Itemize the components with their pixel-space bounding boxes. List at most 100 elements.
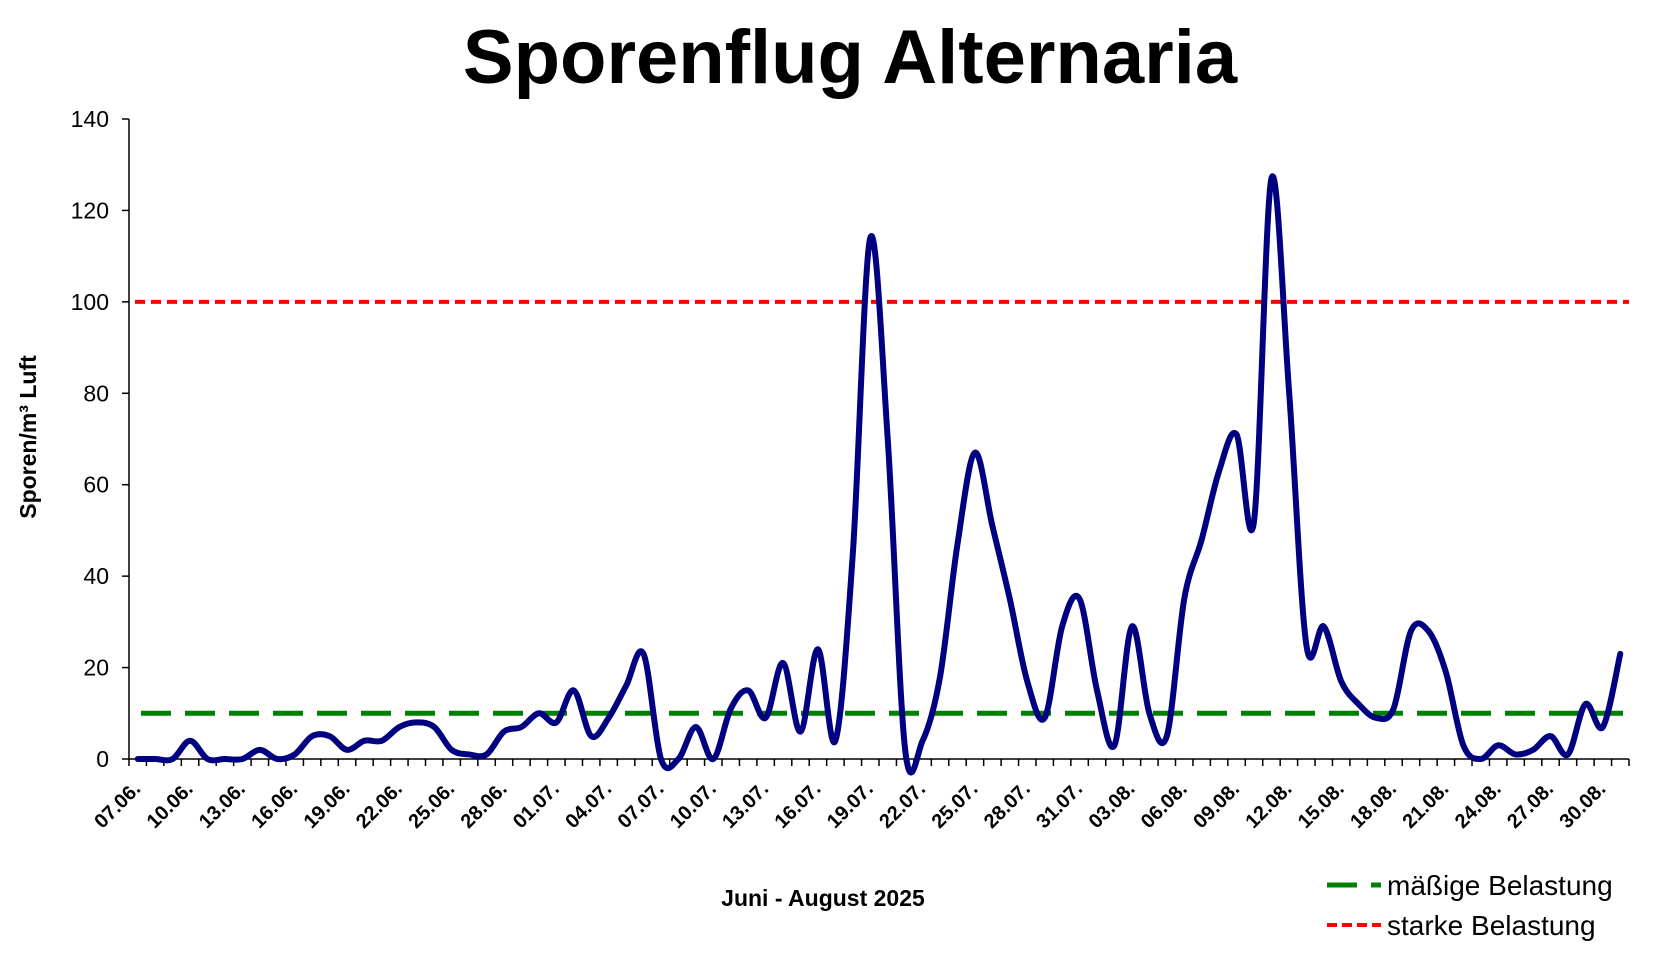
y-axis-title: Sporen/m³ Luft <box>15 355 41 519</box>
data-point-23.07 <box>938 675 942 679</box>
data-point-30.06 <box>537 711 541 715</box>
data-point-21.06 <box>380 739 384 743</box>
x-tick-label: 15.08. <box>1294 778 1349 833</box>
data-point-28.08 <box>1566 752 1570 756</box>
data-point-11.07 <box>729 707 733 711</box>
x-tick-label: 12.08. <box>1242 778 1297 833</box>
x-tick-label: 07.07. <box>614 778 669 833</box>
data-point-13.08 <box>1304 643 1308 647</box>
data-point-13.06 <box>240 757 244 761</box>
data-point-27.08 <box>1549 734 1553 738</box>
x-tick-label: 25.07. <box>928 778 983 833</box>
x-tick-label: 13.07. <box>718 778 773 833</box>
data-point-08.06 <box>153 757 157 761</box>
x-tick-label: 07.06. <box>90 778 145 833</box>
data-point-11.08 <box>1269 176 1273 180</box>
x-tick-label: 25.06. <box>404 778 459 833</box>
data-point-31.07 <box>1078 597 1082 601</box>
data-point-07.07 <box>659 757 663 761</box>
data-point-30.08 <box>1601 725 1605 729</box>
data-point-14.06 <box>258 748 262 752</box>
y-tick-label: 100 <box>71 289 109 315</box>
data-point-25.06 <box>450 748 454 752</box>
data-point-04.08 <box>1147 711 1151 715</box>
data-point-17.07 <box>833 739 837 743</box>
data-point-29.07 <box>1043 716 1047 720</box>
data-point-18.08 <box>1392 707 1396 711</box>
data-point-20.08 <box>1426 629 1430 633</box>
legend-label-strong: starke Belastung <box>1387 910 1596 941</box>
y-tick-label: 140 <box>71 106 109 132</box>
data-point-26.08 <box>1531 748 1535 752</box>
data-point-10.07 <box>711 757 715 761</box>
data-point-24.06 <box>432 725 436 729</box>
x-tick-label: 21.08. <box>1399 778 1454 833</box>
data-point-05.08 <box>1165 734 1169 738</box>
data-point-05.07 <box>624 684 628 688</box>
series-line-alternaria <box>134 173 1624 776</box>
data-point-30.07 <box>1060 624 1064 628</box>
data-point-22.08 <box>1461 743 1465 747</box>
x-tick-label: 24.08. <box>1451 778 1506 833</box>
x-tick-label: 22.06. <box>352 778 407 833</box>
data-point-12.06 <box>223 757 227 761</box>
data-point-27.07 <box>1008 597 1012 601</box>
data-point-24.07 <box>955 542 959 546</box>
data-point-24.08 <box>1496 743 1500 747</box>
y-axis-ticks: 0 20 40 60 80 100 120 140 <box>71 106 129 772</box>
x-tick-label: 09.08. <box>1189 778 1244 833</box>
data-point-09.08 <box>1235 432 1239 436</box>
x-tick-label: 27.08. <box>1503 778 1558 833</box>
x-tick-label: 10.06. <box>143 778 198 833</box>
data-point-26.07 <box>990 524 994 528</box>
data-point-14.07 <box>781 661 785 665</box>
legend: mäßige Belastung starke Belastung <box>1327 870 1613 941</box>
data-point-22.06 <box>397 725 401 729</box>
data-point-20.06 <box>362 739 366 743</box>
data-point-15.06 <box>275 757 279 761</box>
data-point-09.06 <box>171 757 175 761</box>
x-tick-label: 28.07. <box>980 778 1035 833</box>
x-tick-label: 16.06. <box>247 778 302 833</box>
x-axis-ticks: 07.06.10.06.13.06.16.06.19.06.22.06.25.0… <box>90 759 1630 833</box>
data-point-09.07 <box>694 725 698 729</box>
data-point-07.08 <box>1200 538 1204 542</box>
x-tick-label: 19.06. <box>300 778 355 833</box>
x-tick-label: 03.08. <box>1085 778 1140 833</box>
x-axis-title: Juni - August 2025 <box>721 885 925 911</box>
data-point-29.06 <box>519 725 523 729</box>
x-tick-label: 01.07. <box>509 778 564 833</box>
data-point-22.07 <box>921 739 925 743</box>
data-point-28.06 <box>502 730 506 734</box>
data-point-26.06 <box>467 752 471 756</box>
data-point-19.06 <box>345 748 349 752</box>
x-tick-label: 18.08. <box>1346 778 1401 833</box>
data-point-31.08 <box>1618 652 1622 656</box>
data-point-17.08 <box>1374 716 1378 720</box>
data-point-11.06 <box>205 757 209 761</box>
data-point-10.06 <box>188 739 192 743</box>
data-point-28.07 <box>1025 679 1029 683</box>
data-point-18.06 <box>328 734 332 738</box>
threshold-lines <box>135 299 1629 716</box>
x-tick-label: 10.07. <box>666 778 721 833</box>
y-tick-label: 120 <box>71 197 109 223</box>
x-tick-label: 28.06. <box>457 778 512 833</box>
x-tick-label: 13.06. <box>195 778 250 833</box>
data-point-16.06 <box>293 752 297 756</box>
data-point-08.08 <box>1217 469 1221 473</box>
data-point-17.06 <box>310 734 314 738</box>
data-point-18.07 <box>851 551 855 555</box>
y-tick-label: 80 <box>83 380 109 406</box>
data-point-19.08 <box>1409 629 1413 633</box>
x-tick-label: 31.07. <box>1032 778 1087 833</box>
data-point-12.08 <box>1287 387 1291 391</box>
data-point-29.08 <box>1583 702 1587 706</box>
data-point-14.08 <box>1322 624 1326 628</box>
data-point-21.07 <box>903 748 907 752</box>
chart-title: Sporenflug Alternaria <box>463 15 1238 100</box>
data-point-15.08 <box>1339 679 1343 683</box>
y-tick-label: 20 <box>83 655 109 681</box>
y-tick-label: 60 <box>83 472 109 498</box>
